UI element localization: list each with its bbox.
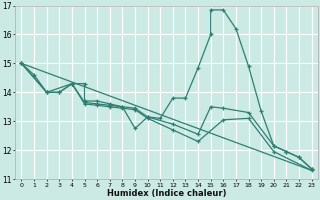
X-axis label: Humidex (Indice chaleur): Humidex (Indice chaleur)	[107, 189, 226, 198]
